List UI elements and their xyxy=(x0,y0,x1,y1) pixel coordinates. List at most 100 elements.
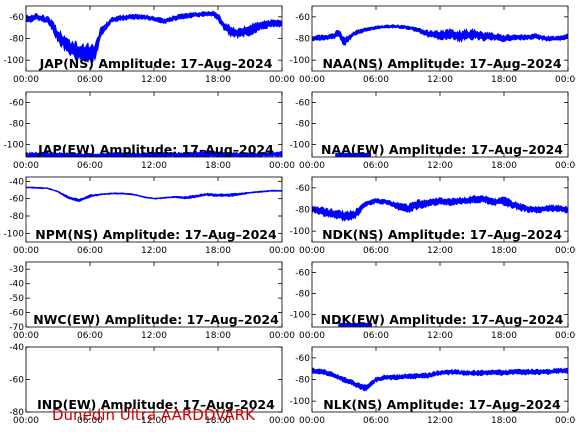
y-tick-label: -100 xyxy=(290,310,311,320)
x-tick-label: 18:00 xyxy=(491,416,517,426)
amplitude-line xyxy=(312,24,568,45)
amplitude-trace xyxy=(312,194,568,222)
y-tick-label: -100 xyxy=(290,397,311,407)
y-tick-label: -100 xyxy=(4,229,25,239)
panel-title: NDK(NS) Amplitude: 17–Aug–2024 xyxy=(322,227,562,242)
panel-title: NDK(EW) Amplitude: 17–Aug–2024 xyxy=(321,312,564,327)
x-tick-label: 12:00 xyxy=(141,416,167,426)
y-tick-label: -60 xyxy=(295,184,310,194)
panel-title: NLK(NS) Amplitude: 17–Aug–2024 xyxy=(323,397,561,412)
y-tick-label: -100 xyxy=(4,56,25,66)
panel-6: -60 -80 -100 00:00 06:00 12:00 18:00 00:00 NDK(N… xyxy=(290,176,576,256)
panel-8: -60 -80 -100 00:00 06:00 12:00 18:00 00:00 NDK(E… xyxy=(290,261,576,341)
y-tick-label: -100 xyxy=(290,227,311,237)
x-tick-label: 00:00 xyxy=(269,161,295,171)
footer-credit: Dunedin Ultra AARDDVARK xyxy=(52,406,255,424)
x-tick-label: 06:00 xyxy=(363,161,389,171)
amplitude-line xyxy=(312,368,568,390)
panel-4: -60 -80 -100 00:00 06:00 12:00 18:00 00:00 NAA(E… xyxy=(290,91,576,171)
amplitude-trace xyxy=(26,10,282,63)
y-tick-label: -40 xyxy=(9,280,24,290)
y-tick-label: -80 xyxy=(295,35,310,45)
y-tick-label: -80 xyxy=(295,376,310,386)
y-tick-label: -60 xyxy=(9,376,24,386)
y-tick-label: -60 xyxy=(9,13,24,23)
x-tick-label: 06:00 xyxy=(77,331,103,341)
amplitude-line xyxy=(338,322,373,327)
x-tick-label: 00:00 xyxy=(13,331,39,341)
amplitude-trace xyxy=(312,24,568,46)
y-tick-label: -70 xyxy=(9,323,24,333)
x-tick-label: 00:00 xyxy=(269,416,295,426)
y-tick-label: -80 xyxy=(9,408,24,418)
panel-title: IND(EW) Amplitude: 17–Aug–2024 xyxy=(37,397,275,412)
x-tick-label: 00:00 xyxy=(269,246,295,256)
x-tick-label: 06:00 xyxy=(363,416,389,426)
x-tick-label: 00:00 xyxy=(555,331,576,341)
panel-title: NPM(NS) Amplitude: 17–Aug–2024 xyxy=(35,227,277,242)
x-tick-label: 00:00 xyxy=(13,246,39,256)
y-tick-label: -60 xyxy=(295,268,310,278)
x-tick-label: 00:00 xyxy=(555,75,576,85)
x-tick-label: 12:00 xyxy=(427,246,453,256)
x-tick-label: 18:00 xyxy=(491,246,517,256)
y-tick-label: -100 xyxy=(290,140,311,150)
amplitude-line xyxy=(26,11,282,58)
x-tick-label: 00:00 xyxy=(299,75,325,85)
panel-title: JAP(NS) Amplitude: 17–Aug–2024 xyxy=(39,56,273,71)
x-tick-label: 06:00 xyxy=(77,161,103,171)
y-tick-label: -80 xyxy=(295,206,310,216)
amplitude-line xyxy=(26,186,282,202)
x-tick-label: 12:00 xyxy=(427,161,453,171)
panel-title: JAP(EW) Amplitude: 17–Aug–2024 xyxy=(37,142,274,157)
y-tick-label: -60 xyxy=(295,98,310,108)
x-tick-label: 00:00 xyxy=(299,416,325,426)
x-tick-label: 06:00 xyxy=(77,75,103,85)
x-tick-label: 18:00 xyxy=(491,75,517,85)
x-tick-label: 06:00 xyxy=(77,246,103,256)
y-tick-label: -30 xyxy=(9,265,24,275)
y-tick-label: -40 xyxy=(9,343,24,353)
x-tick-label: 12:00 xyxy=(427,416,453,426)
x-tick-label: 00:00 xyxy=(299,161,325,171)
panel-title: NWC(EW) Amplitude: 17–Aug–2024 xyxy=(33,312,279,327)
x-tick-label: 00:00 xyxy=(13,161,39,171)
x-tick-label: 12:00 xyxy=(141,246,167,256)
x-tick-label: 00:00 xyxy=(269,331,295,341)
x-tick-label: 00:00 xyxy=(13,416,39,426)
y-tick-label: -80 xyxy=(9,212,24,222)
amplitude-line xyxy=(335,152,371,157)
y-tick-label: -80 xyxy=(9,119,24,129)
x-tick-label: 18:00 xyxy=(491,331,517,341)
y-tick-label: -40 xyxy=(9,177,24,187)
x-tick-label: 12:00 xyxy=(141,161,167,171)
amplitude-trace xyxy=(26,186,282,203)
x-tick-label: 06:00 xyxy=(77,416,103,426)
panel-title: NAA(EW) Amplitude: 17–Aug–2024 xyxy=(321,142,563,157)
x-tick-label: 00:00 xyxy=(555,161,576,171)
y-tick-label: -100 xyxy=(290,56,311,66)
x-tick-label: 12:00 xyxy=(141,331,167,341)
x-tick-label: 18:00 xyxy=(205,246,231,256)
x-tick-label: 12:00 xyxy=(427,331,453,341)
x-tick-label: 00:00 xyxy=(13,75,39,85)
x-tick-label: 18:00 xyxy=(205,416,231,426)
x-tick-label: 06:00 xyxy=(363,75,389,85)
amplitude-line xyxy=(312,196,568,219)
x-tick-label: 18:00 xyxy=(205,75,231,85)
x-tick-label: 00:00 xyxy=(269,75,295,85)
y-tick-label: -80 xyxy=(295,119,310,129)
y-tick-label: -60 xyxy=(295,13,310,23)
y-tick-label: -60 xyxy=(295,354,310,364)
x-tick-label: 06:00 xyxy=(363,246,389,256)
panel-3: -60 -80 -100 00:00 06:00 12:00 18:00 00:00 JAP(E… xyxy=(4,91,295,171)
panel-2: -60 -80 -100 00:00 06:00 12:00 18:00 00:00 NAA(N… xyxy=(290,5,576,85)
y-tick-label: -50 xyxy=(9,294,24,304)
x-tick-label: 18:00 xyxy=(205,161,231,171)
x-tick-label: 00:00 xyxy=(299,331,325,341)
y-tick-label: -80 xyxy=(9,35,24,45)
x-tick-label: 12:00 xyxy=(427,75,453,85)
